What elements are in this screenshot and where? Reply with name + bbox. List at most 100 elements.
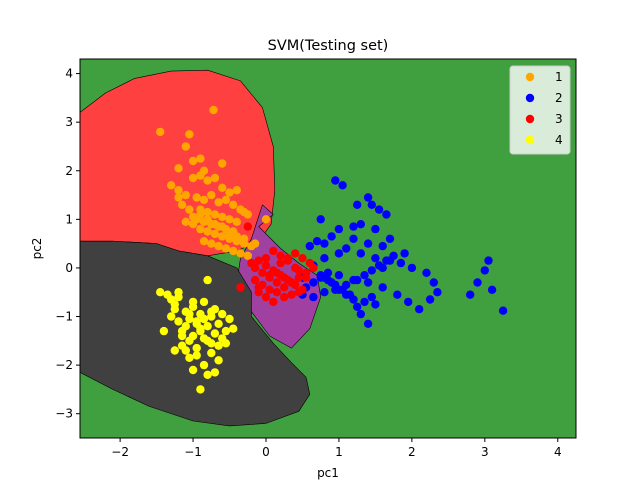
point-class-1 [243, 210, 252, 219]
point-class-3 [309, 263, 318, 273]
point-class-3 [272, 268, 282, 277]
point-class-1 [207, 190, 216, 200]
point-class-4 [214, 319, 223, 328]
point-class-3 [272, 278, 282, 287]
point-class-1 [181, 190, 190, 200]
point-class-4 [181, 346, 190, 355]
point-class-2 [320, 254, 329, 263]
y-tick-label: −3 [55, 407, 73, 421]
x-axis-label: pc1 [317, 466, 339, 480]
y-tick-label: 1 [65, 212, 73, 226]
point-class-2 [349, 234, 358, 243]
point-class-4 [210, 329, 220, 338]
point-class-1 [196, 210, 205, 219]
point-class-1 [207, 239, 216, 248]
point-class-1 [232, 232, 241, 241]
x-axis-ticks: −2 −1 0 1 2 3 4 [111, 438, 562, 459]
point-class-4 [218, 309, 227, 319]
point-class-4 [221, 339, 231, 348]
point-class-1 [210, 173, 220, 183]
point-class-3 [301, 273, 311, 282]
point-class-2 [371, 300, 380, 309]
point-class-2 [363, 319, 373, 328]
point-class-4 [174, 317, 183, 326]
point-class-2 [400, 249, 409, 258]
legend-label-1: 1 [555, 70, 563, 84]
point-class-1 [196, 171, 205, 180]
point-class-2 [382, 256, 391, 265]
point-class-2 [367, 266, 376, 275]
point-class-2 [305, 241, 314, 251]
point-class-2 [385, 234, 395, 243]
point-class-4 [181, 322, 190, 331]
point-class-1 [181, 142, 190, 151]
point-class-2 [378, 241, 387, 251]
point-class-2 [327, 232, 336, 241]
point-class-3 [283, 254, 293, 263]
point-class-2 [415, 305, 424, 314]
point-class-2 [371, 224, 380, 234]
point-class-4 [203, 322, 212, 331]
legend-marker-2 [525, 93, 535, 103]
point-class-2 [338, 181, 347, 190]
point-class-1 [181, 217, 190, 226]
point-class-1 [221, 195, 231, 205]
point-class-1 [225, 229, 234, 239]
point-class-1 [196, 224, 205, 234]
point-class-2 [309, 278, 318, 287]
point-class-1 [185, 205, 194, 214]
point-class-4 [214, 356, 223, 365]
point-class-1 [236, 249, 245, 258]
legend-box [509, 65, 571, 155]
point-class-2 [363, 278, 373, 287]
point-class-1 [174, 164, 183, 173]
point-class-2 [382, 210, 391, 219]
point-class-2 [331, 176, 340, 185]
point-class-4 [188, 297, 198, 307]
point-class-1 [221, 244, 231, 253]
point-class-2 [327, 278, 336, 287]
point-class-2 [396, 258, 406, 268]
point-class-4 [203, 275, 212, 285]
point-class-2 [374, 205, 384, 214]
x-tick-label: 3 [481, 445, 489, 459]
point-class-3 [287, 278, 296, 287]
point-class-4 [210, 368, 220, 377]
point-class-1 [243, 251, 252, 260]
point-class-1 [210, 210, 220, 219]
point-class-2 [378, 283, 387, 292]
point-class-2 [422, 268, 431, 277]
point-class-3 [280, 283, 289, 292]
plot-frame [79, 58, 577, 439]
chart-title: SVM(Testing set) [268, 38, 389, 54]
point-class-1 [185, 130, 194, 139]
point-class-3 [258, 268, 267, 277]
point-class-2 [356, 220, 365, 229]
point-class-2 [429, 278, 438, 287]
point-class-3 [261, 261, 271, 270]
point-class-2 [342, 244, 351, 253]
point-class-4 [192, 351, 201, 360]
point-class-4 [207, 307, 216, 316]
point-class-1 [250, 239, 260, 248]
point-class-1 [210, 229, 220, 239]
point-class-2 [484, 256, 493, 265]
point-class-3 [294, 266, 303, 275]
point-class-2 [367, 200, 376, 209]
point-class-2 [466, 290, 475, 299]
point-class-2 [480, 266, 489, 275]
point-class-1 [203, 207, 212, 217]
point-class-1 [209, 105, 218, 115]
y-tick-label: 4 [65, 67, 73, 81]
point-class-4 [192, 343, 201, 353]
point-class-2 [433, 288, 442, 297]
point-class-4 [199, 360, 209, 370]
point-class-2 [353, 200, 362, 209]
point-class-3 [272, 288, 282, 297]
point-class-4 [156, 288, 165, 297]
point-class-3 [287, 290, 296, 299]
legend-label-3: 3 [555, 112, 563, 126]
point-class-4 [185, 309, 194, 319]
point-class-4 [167, 312, 176, 321]
x-tick-label: 1 [335, 445, 343, 459]
